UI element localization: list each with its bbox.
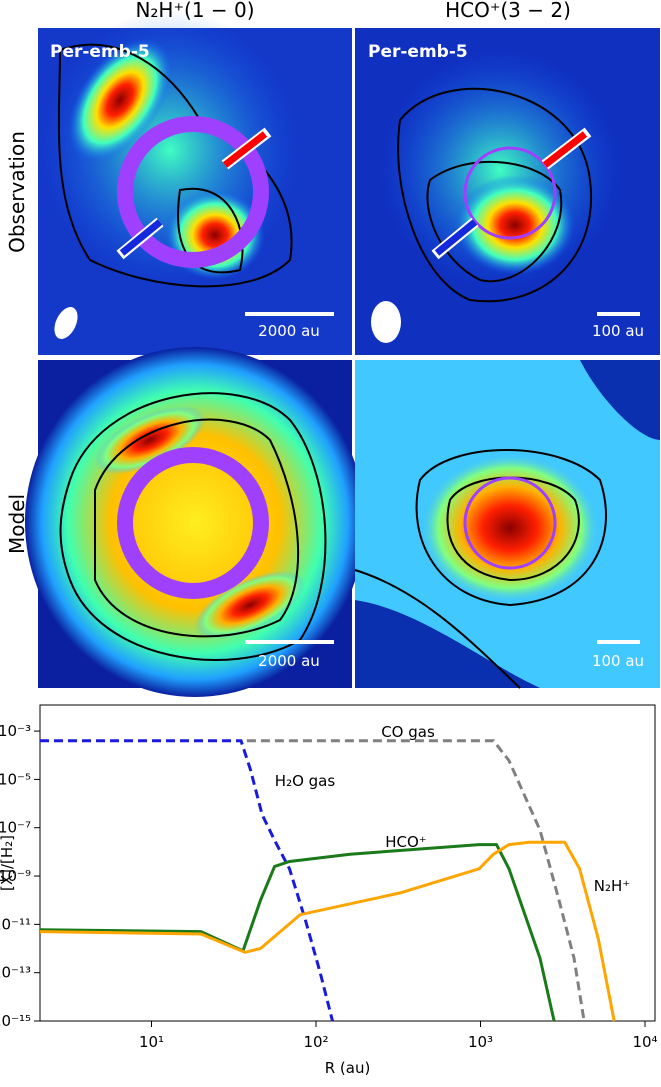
series-label: CO gas — [381, 723, 435, 741]
x-axis-label: R (au) — [325, 1059, 371, 1077]
y-tick-label: 10⁻¹³ — [0, 964, 31, 982]
series-line — [246, 739, 586, 1022]
x-tick-label: 10² — [303, 1033, 328, 1051]
y-tick-label: 10⁻⁷ — [0, 819, 31, 837]
x-tick-label: 10⁴ — [632, 1033, 657, 1051]
series-label: HCO⁺ — [385, 833, 426, 851]
panel-obs-hco — [355, 28, 660, 355]
y-tick-label: 10⁻⁹ — [0, 867, 31, 885]
panel-obs-n2h — [38, 10, 352, 355]
y-axis-label: [X]/[H₂] — [0, 835, 16, 891]
series-label: N₂H⁺ — [594, 877, 630, 895]
panel-model-n2h — [25, 347, 365, 697]
column-title: HCO⁺(3 − 2) — [445, 0, 571, 22]
y-tick-label: 10⁻¹¹ — [0, 915, 31, 933]
series-label: H₂O gas — [275, 772, 336, 790]
source-label: Per-emb-5 — [368, 42, 468, 62]
panel-model-hco — [354, 360, 660, 689]
x-tick-label: 10¹ — [139, 1033, 164, 1051]
source-label: Per-emb-5 — [50, 42, 150, 62]
abundance-chart: 10¹ 10² 10³ 10⁴ 10⁻¹⁵ 10⁻¹³ 10⁻¹¹ 10⁻⁹ 10⁻⁷ 10⁻⁵ 1… — [0, 704, 658, 1077]
x-tick-label: 10³ — [468, 1033, 493, 1051]
scale-bar-label: 100 au — [592, 652, 644, 670]
row-label: Model — [5, 494, 29, 554]
scale-bar-label: 2000 au — [258, 652, 320, 670]
y-tick-label: 10⁻³ — [0, 722, 31, 740]
row-label: Observation — [5, 131, 29, 253]
column-title: N₂H⁺(1 − 0) — [135, 0, 254, 22]
plot-area — [39, 704, 656, 1022]
series-line — [40, 739, 334, 1022]
series-line — [39, 840, 616, 1022]
y-tick-label: 10⁻⁵ — [0, 770, 31, 788]
scale-bar-label: 2000 au — [258, 322, 320, 340]
scale-bar-label: 100 au — [592, 322, 644, 340]
y-tick-label: 10⁻¹⁵ — [0, 1012, 31, 1030]
